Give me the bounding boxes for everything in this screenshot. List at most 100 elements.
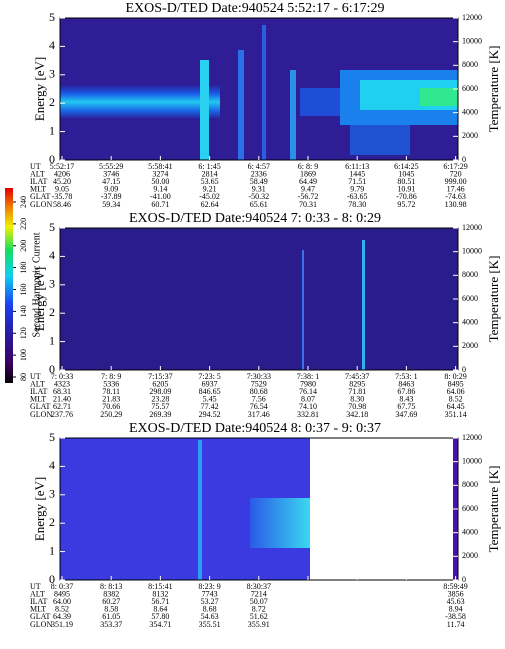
- colorbar-tick-label: 160: [19, 284, 28, 296]
- y2-tick-label: 12000: [462, 13, 482, 22]
- ephemeris-value: 7:38: 1: [297, 372, 319, 381]
- ephemeris-value: 355.51: [199, 620, 221, 629]
- ephemeris-value: 130.98: [445, 200, 467, 209]
- ephemeris-value: 7529: [251, 379, 267, 388]
- ephemeris-value: 1445: [349, 169, 365, 178]
- ephemeris-value: 64.49: [299, 177, 317, 186]
- y2-tick-label: 6000: [462, 504, 478, 513]
- ephemeris-value: 9.47: [301, 185, 315, 194]
- ephemeris-value: 7743: [202, 589, 218, 598]
- ephemeris-label: ILAT: [30, 597, 47, 606]
- ephemeris-value: 62.64: [201, 200, 219, 209]
- ephemeris-value: 8495: [448, 379, 464, 388]
- y2-tick-label: 2000: [462, 341, 478, 350]
- ephemeris-value: 298.09: [149, 387, 171, 396]
- ephemeris-value: 7:15:37: [148, 372, 172, 381]
- ephemeris-label: UT: [30, 162, 41, 171]
- ephemeris-value: 64.00: [53, 597, 71, 606]
- spectrogram-image: [60, 228, 458, 370]
- y-tick-label: 2: [49, 515, 55, 529]
- y-tick-label: 1: [49, 123, 55, 137]
- ephemeris-value: 64.06: [447, 387, 465, 396]
- ephemeris-value: 7:45:37: [345, 372, 369, 381]
- ephemeris-value: 70.66: [102, 402, 120, 411]
- ephemeris-value: 50.07: [250, 597, 268, 606]
- ephemeris-value: 250.29: [100, 410, 122, 419]
- colorbar-tick-label: 240: [19, 196, 28, 208]
- ephemeris-value: 76.14: [299, 387, 317, 396]
- ephemeris-value: 8:59:49: [443, 582, 467, 591]
- ephemeris-label: ALT: [30, 589, 45, 598]
- ephemeris-label: ILAT: [30, 387, 47, 396]
- ephemeris-value: 70.98: [348, 402, 366, 411]
- y-axis-label: Energy [eV]: [32, 477, 47, 541]
- y2-tick-label: 6000: [462, 84, 478, 93]
- ephemeris-label: GLAT: [30, 612, 51, 621]
- ephemeris-value: 70.31: [299, 200, 317, 209]
- ephemeris-value: 21.83: [102, 395, 120, 404]
- ephemeris-value: 8495: [54, 589, 70, 598]
- ephemeris-value: 65.61: [250, 200, 268, 209]
- spectrogram-image: [60, 18, 458, 160]
- ephemeris-value: 6:17:29: [443, 162, 467, 171]
- ephemeris-value: 78.11: [102, 387, 120, 396]
- ephemeris-value: 64.45: [447, 402, 465, 411]
- y-tick-label: 2: [49, 95, 55, 109]
- ephemeris-value: 294.52: [199, 410, 221, 419]
- ephemeris-label: GLON: [30, 620, 52, 629]
- y-tick-label: 2: [49, 305, 55, 319]
- ephemeris-value: 351.19: [51, 620, 73, 629]
- ephemeris-value: 6:11:13: [345, 162, 369, 171]
- y-tick-label: 5: [49, 430, 55, 444]
- ephemeris-value: 1869: [300, 169, 316, 178]
- ephemeris-value: 7.56: [252, 395, 266, 404]
- ephemeris-value: 11.74: [447, 620, 465, 629]
- ephemeris-value: 56.71: [151, 597, 169, 606]
- y-tick-label: 0: [49, 152, 55, 166]
- ephemeris-value: 3856: [448, 589, 464, 598]
- colorbar-tick-label: 200: [19, 240, 28, 252]
- ephemeris-value: 67.75: [397, 402, 415, 411]
- ephemeris-value: 8382: [103, 589, 119, 598]
- ephemeris-value: 8.43: [399, 395, 413, 404]
- panel-title: EXOS-D/TED Date:940524 8: 0:37 - 9: 0:37: [129, 421, 381, 436]
- ephemeris-label: MLT: [30, 395, 46, 404]
- ephemeris-label: UT: [30, 582, 41, 591]
- ephemeris-value: 60.71: [151, 200, 169, 209]
- ephemeris-label: ALT: [30, 169, 45, 178]
- ephemeris-value: 9.79: [350, 185, 364, 194]
- ephemeris-value: 720: [450, 169, 462, 178]
- ephemeris-value: 7:30:33: [247, 372, 271, 381]
- ephemeris-label: GLAT: [30, 402, 51, 411]
- ephemeris-value: 846.65: [199, 387, 221, 396]
- y-axis-label: Energy [eV]: [32, 57, 47, 121]
- y-tick-label: 4: [49, 248, 55, 262]
- y-tick-label: 3: [49, 67, 55, 81]
- ephemeris-value: -74.63: [445, 192, 466, 201]
- y-tick-label: 0: [49, 572, 55, 586]
- ephemeris-value: 8295: [349, 379, 365, 388]
- y2-axis-label: Temperature [K]: [486, 466, 501, 553]
- ephemeris-value: 332.81: [297, 410, 319, 419]
- ephemeris-value: 21.40: [53, 395, 71, 404]
- ephemeris-value: -45.02: [199, 192, 220, 201]
- ephemeris-value: -50.32: [248, 192, 269, 201]
- ephemeris-value: 8.07: [301, 395, 315, 404]
- ephemeris-value: 23.28: [151, 395, 169, 404]
- ephemeris-value: 999.00: [445, 177, 467, 186]
- ephemeris-value: 4206: [54, 169, 70, 178]
- ephemeris-value: 347.69: [395, 410, 417, 419]
- ephemeris-label: UT: [30, 372, 41, 381]
- ephemeris-value: 6205: [152, 379, 168, 388]
- ephemeris-value: -37.89: [101, 192, 122, 201]
- ephemeris-value: -56.72: [298, 192, 319, 201]
- y-tick-label: 4: [49, 458, 55, 472]
- y-tick-label: 5: [49, 10, 55, 24]
- y2-tick-label: 2000: [462, 551, 478, 560]
- ephemeris-value: 8.68: [203, 605, 217, 614]
- ephemeris-value: 45.20: [53, 177, 71, 186]
- ephemeris-label: GLON: [30, 200, 52, 209]
- ephemeris-value: 60.27: [102, 597, 120, 606]
